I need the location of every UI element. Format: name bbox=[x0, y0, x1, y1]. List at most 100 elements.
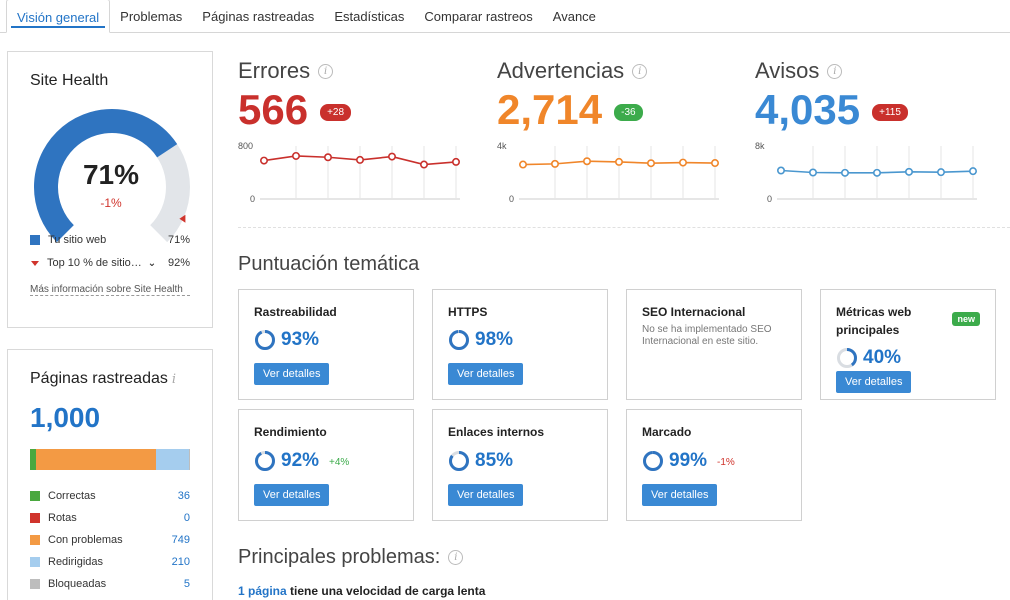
data-point[interactable] bbox=[356, 155, 365, 164]
metric-badge: +115 bbox=[872, 103, 908, 121]
tab-problemas[interactable]: Problemas bbox=[120, 9, 183, 24]
ver-detalles-button[interactable]: Ver detalles bbox=[448, 484, 524, 506]
data-point[interactable] bbox=[808, 168, 817, 177]
bar-segment[interactable] bbox=[189, 449, 190, 470]
chevron-down-icon[interactable]: ⌄ bbox=[147, 257, 157, 269]
tab-paginas-rastreadas[interactable]: Páginas rastreadas bbox=[202, 9, 315, 24]
ring-fill bbox=[255, 330, 275, 350]
metric-title: Errores i bbox=[238, 58, 478, 84]
theme-card-title: Rendimiento bbox=[254, 425, 327, 439]
data-point[interactable] bbox=[905, 167, 914, 176]
info-icon[interactable]: i bbox=[171, 372, 177, 387]
pages-legend-row[interactable]: Con problemas 749 bbox=[30, 533, 190, 547]
bar-segment[interactable] bbox=[30, 449, 36, 470]
metric-trend-chart: 8k 0 bbox=[755, 141, 978, 204]
y-min-label: 0 bbox=[509, 194, 514, 204]
tab-comparar-rastreos[interactable]: Comparar rastreos bbox=[424, 9, 533, 24]
ver-detalles-button[interactable]: Ver detalles bbox=[254, 363, 330, 385]
info-icon[interactable]: i bbox=[448, 550, 464, 565]
theme-card-title: Rastreabilidad bbox=[254, 305, 337, 319]
legend-label: Correctas bbox=[48, 490, 96, 502]
theme-card-title: Enlaces internos bbox=[448, 425, 545, 439]
legend-swatch bbox=[30, 513, 40, 523]
info-icon[interactable]: i bbox=[827, 63, 843, 79]
bar-segment[interactable] bbox=[155, 449, 190, 470]
legend-label: Tu sitio web bbox=[48, 234, 107, 246]
info-icon[interactable]: i bbox=[318, 63, 334, 79]
theme-card-title: Marcado bbox=[642, 425, 692, 439]
data-point[interactable] bbox=[841, 168, 850, 177]
tab-avance[interactable]: Avance bbox=[552, 9, 596, 24]
legend-swatch bbox=[30, 535, 40, 545]
crawled-pages-title: Páginas rastreadas i bbox=[30, 370, 176, 388]
legend-value[interactable]: 5 bbox=[183, 578, 190, 590]
y-max-label: 4k bbox=[497, 141, 507, 151]
score-ring-icon bbox=[449, 451, 469, 471]
site-health-card: Site Health 71% -1% Tu sitio web 71% Top… bbox=[7, 51, 213, 328]
theme-card-score: 93% bbox=[254, 329, 319, 351]
ver-detalles-button[interactable]: Ver detalles bbox=[836, 371, 912, 393]
tab-estadisticas[interactable]: Estadísticas bbox=[334, 9, 405, 24]
metric-errors: Errores i 566 +28 800 0 bbox=[238, 58, 478, 204]
data-point[interactable] bbox=[518, 160, 527, 169]
data-point[interactable] bbox=[679, 158, 688, 167]
data-point[interactable] bbox=[324, 153, 333, 162]
ver-detalles-button[interactable]: Ver detalles bbox=[642, 484, 718, 506]
problem-link[interactable]: 1 página bbox=[238, 584, 287, 598]
ver-detalles-button[interactable]: Ver detalles bbox=[254, 484, 330, 506]
ver-detalles-button[interactable]: Ver detalles bbox=[448, 363, 524, 385]
data-point[interactable] bbox=[615, 157, 624, 166]
data-point[interactable] bbox=[647, 159, 656, 168]
data-point[interactable] bbox=[711, 159, 720, 168]
legend-swatch bbox=[30, 235, 40, 245]
data-point[interactable] bbox=[583, 157, 592, 166]
metric-value[interactable]: 2,714 bbox=[497, 86, 603, 133]
theme-card-pct: 99% bbox=[669, 450, 708, 471]
problem-text: tiene una velocidad de carga lenta bbox=[286, 584, 486, 598]
score-ring-icon bbox=[255, 330, 275, 350]
theme-card-pct: 92% bbox=[281, 450, 320, 471]
data-point[interactable] bbox=[937, 168, 946, 177]
metric-value[interactable]: 566 bbox=[238, 86, 309, 133]
metric-value[interactable]: 4,035 bbox=[755, 86, 861, 133]
site-health-gauge bbox=[34, 109, 190, 243]
data-point[interactable] bbox=[452, 157, 461, 166]
tab-vision-general[interactable]: Visión general bbox=[6, 0, 111, 33]
y-max-label: 800 bbox=[238, 141, 253, 151]
gauge-fill bbox=[34, 109, 178, 243]
site-health-more-link[interactable]: Más información sobre Site Health bbox=[30, 284, 190, 296]
legend-value[interactable]: 210 bbox=[171, 556, 190, 568]
data-point[interactable] bbox=[873, 168, 882, 177]
pages-legend-row[interactable]: Bloqueadas 5 bbox=[30, 577, 190, 591]
legend-value[interactable]: 749 bbox=[171, 534, 190, 546]
data-point[interactable] bbox=[291, 151, 300, 160]
data-point[interactable] bbox=[259, 156, 268, 165]
problems-title: Principales problemas: i bbox=[238, 546, 464, 569]
data-point[interactable] bbox=[776, 166, 785, 175]
score-ring-icon bbox=[449, 330, 469, 350]
theme-card-internal-links: Enlaces internos 85% Ver detalles bbox=[432, 409, 608, 521]
legend-top10[interactable]: Top 10 % de sitio… ⌄ 92% bbox=[30, 255, 190, 271]
legend-label: Redirigidas bbox=[48, 556, 104, 568]
data-point[interactable] bbox=[420, 160, 429, 169]
theme-card-score: 40% bbox=[836, 347, 901, 369]
score-ring-icon bbox=[255, 451, 275, 471]
ring-fill bbox=[837, 348, 857, 368]
tab-bar: Visión general Problemas Páginas rastrea… bbox=[0, 0, 1010, 33]
data-point[interactable] bbox=[550, 159, 559, 168]
theme-card-title: HTTPS bbox=[448, 305, 488, 319]
ring-fill bbox=[449, 451, 469, 471]
crawled-pages-total[interactable]: 1,000 bbox=[30, 402, 101, 433]
info-icon[interactable]: i bbox=[632, 63, 648, 79]
legend-value[interactable]: 0 bbox=[183, 512, 190, 524]
pages-legend-row[interactable]: Correctas 36 bbox=[30, 489, 190, 503]
pages-legend-row[interactable]: Rotas 0 bbox=[30, 511, 190, 525]
data-point[interactable] bbox=[388, 152, 397, 161]
legend-value[interactable]: 36 bbox=[177, 490, 190, 502]
bar-segment[interactable] bbox=[35, 449, 156, 470]
data-point[interactable] bbox=[969, 167, 978, 176]
metric-title: Advertencias i bbox=[497, 58, 737, 84]
pages-legend-row[interactable]: Redirigidas 210 bbox=[30, 555, 190, 569]
theme-card-https: HTTPS 98% Ver detalles bbox=[432, 289, 608, 400]
legend-label: Rotas bbox=[48, 512, 77, 524]
